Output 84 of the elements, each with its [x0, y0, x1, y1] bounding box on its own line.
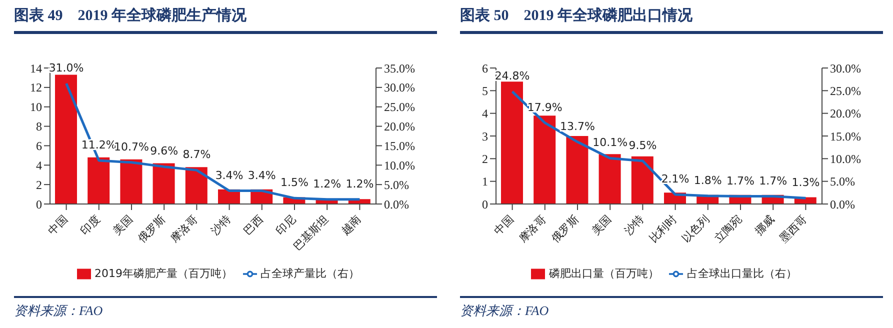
y2-tick-label: 30.0%	[384, 80, 415, 95]
x-tick-label: 比利时	[646, 212, 680, 246]
y-tick-label: 4	[36, 158, 42, 172]
data-label: 1.5%	[280, 176, 308, 190]
data-label: 1.2%	[346, 177, 374, 190]
y-tick-label: 14	[30, 61, 42, 76]
text: 资料来源：FAO	[460, 302, 550, 320]
y-tick-label: 0	[482, 197, 488, 212]
data-label: 10.1%	[592, 136, 628, 150]
data-label: 3.4%	[215, 168, 244, 182]
x-tick-label: 立陶宛	[712, 212, 744, 246]
x-tick-label: 沙特	[622, 212, 647, 238]
data-label: 1.7%	[759, 174, 788, 188]
y2-tick-label: 10.0%	[384, 158, 415, 172]
x-tick-label: 沙特	[208, 212, 234, 238]
bar	[88, 157, 110, 204]
x-tick-label: 中国	[491, 212, 516, 238]
x-tick-label: 美国	[110, 212, 136, 238]
data-label: 1.8%	[694, 174, 722, 187]
y2-tick-label: 20.0%	[830, 106, 861, 121]
y-tick-label: 8	[36, 120, 42, 134]
bar	[185, 167, 208, 204]
y-tick-label: 1	[482, 174, 488, 189]
x-tick-label: 俄罗斯	[548, 212, 582, 246]
bar	[55, 74, 77, 204]
y-tick-label: 3	[482, 129, 488, 144]
x-tick-label: 摩洛哥	[516, 212, 549, 246]
data-label: 9.6%	[150, 144, 178, 158]
x-tick-label: 印度	[78, 212, 103, 238]
bar	[598, 154, 621, 204]
x-tick-label: 挪威	[752, 212, 778, 238]
legend-label: 2019年磷肥产量（百万吨）	[94, 267, 232, 280]
bar	[501, 82, 523, 204]
y2-tick-label: 15.0%	[384, 138, 415, 153]
data-label: 3.4%	[248, 168, 276, 182]
data-label: 2.1%	[661, 172, 690, 186]
y-tick-label: 2	[36, 178, 42, 192]
x-tick-label: 俄罗斯	[135, 212, 168, 246]
data-label: 13.7%	[560, 120, 595, 133]
data-label: 31.0%	[48, 62, 84, 75]
text: 资料来源：FAO	[14, 302, 104, 320]
y-tick-label: 4	[482, 106, 488, 121]
data-label: 10.7%	[114, 140, 149, 154]
data-label: 1.3%	[792, 176, 820, 190]
bar	[631, 156, 654, 204]
bar	[120, 159, 142, 204]
y2-tick-label: 0.0%	[830, 197, 855, 212]
x-tick-label: 美国	[589, 212, 614, 238]
bar	[152, 163, 175, 204]
x-tick-label: 中国	[45, 212, 70, 238]
y-tick-label: 2	[482, 152, 488, 166]
y2-tick-label: 0.0%	[384, 197, 409, 212]
x-tick-label: 墨西哥	[778, 213, 810, 246]
bar	[534, 116, 556, 204]
y2-tick-label: 25.0%	[830, 84, 861, 98]
x-tick-label: 巴西	[242, 213, 266, 238]
y2-tick-label: 5.0%	[830, 174, 855, 189]
y2-tick-label: 10.0%	[830, 152, 861, 166]
y2-tick-label: 15.0%	[830, 129, 861, 144]
bar	[566, 136, 588, 204]
y-tick-label: 6	[36, 138, 42, 153]
y-tick-label: 12	[30, 80, 42, 95]
x-tick-label: 越南	[338, 212, 364, 238]
chart-title: 图表 49 2019 年全球磷肥生产情况	[14, 6, 437, 34]
y2-tick-label: 20.0%	[384, 120, 415, 134]
x-tick-label: 以色列	[679, 212, 712, 246]
y2-tick-label: 25.0%	[384, 100, 415, 114]
y-tick-label: 0	[36, 197, 42, 212]
y2-tick-label: 35.0%	[384, 61, 415, 76]
data-label: 8.7%	[182, 148, 211, 162]
x-tick-label: 摩洛哥	[168, 212, 201, 246]
x-tick-label: 印尼	[274, 212, 298, 238]
data-label: 9.5%	[628, 138, 657, 152]
y-tick-label: 6	[482, 61, 488, 76]
chart-title: 图表 50 2019 年全球磷肥出口情况	[460, 6, 883, 34]
legend-label: 磷肥出口量（百万吨）	[549, 267, 659, 280]
legend-label: 占全球出口量比（右）	[687, 267, 797, 280]
y-tick-label: 10	[30, 100, 42, 114]
data-label: 1.2%	[313, 177, 342, 190]
y-tick-label: 5	[482, 84, 488, 98]
y2-tick-label: 5.0%	[384, 178, 409, 192]
data-label: 1.7%	[726, 174, 754, 188]
legend-label: 占全球产量比（右）	[260, 267, 360, 280]
y2-tick-label: 30.0%	[830, 61, 861, 76]
